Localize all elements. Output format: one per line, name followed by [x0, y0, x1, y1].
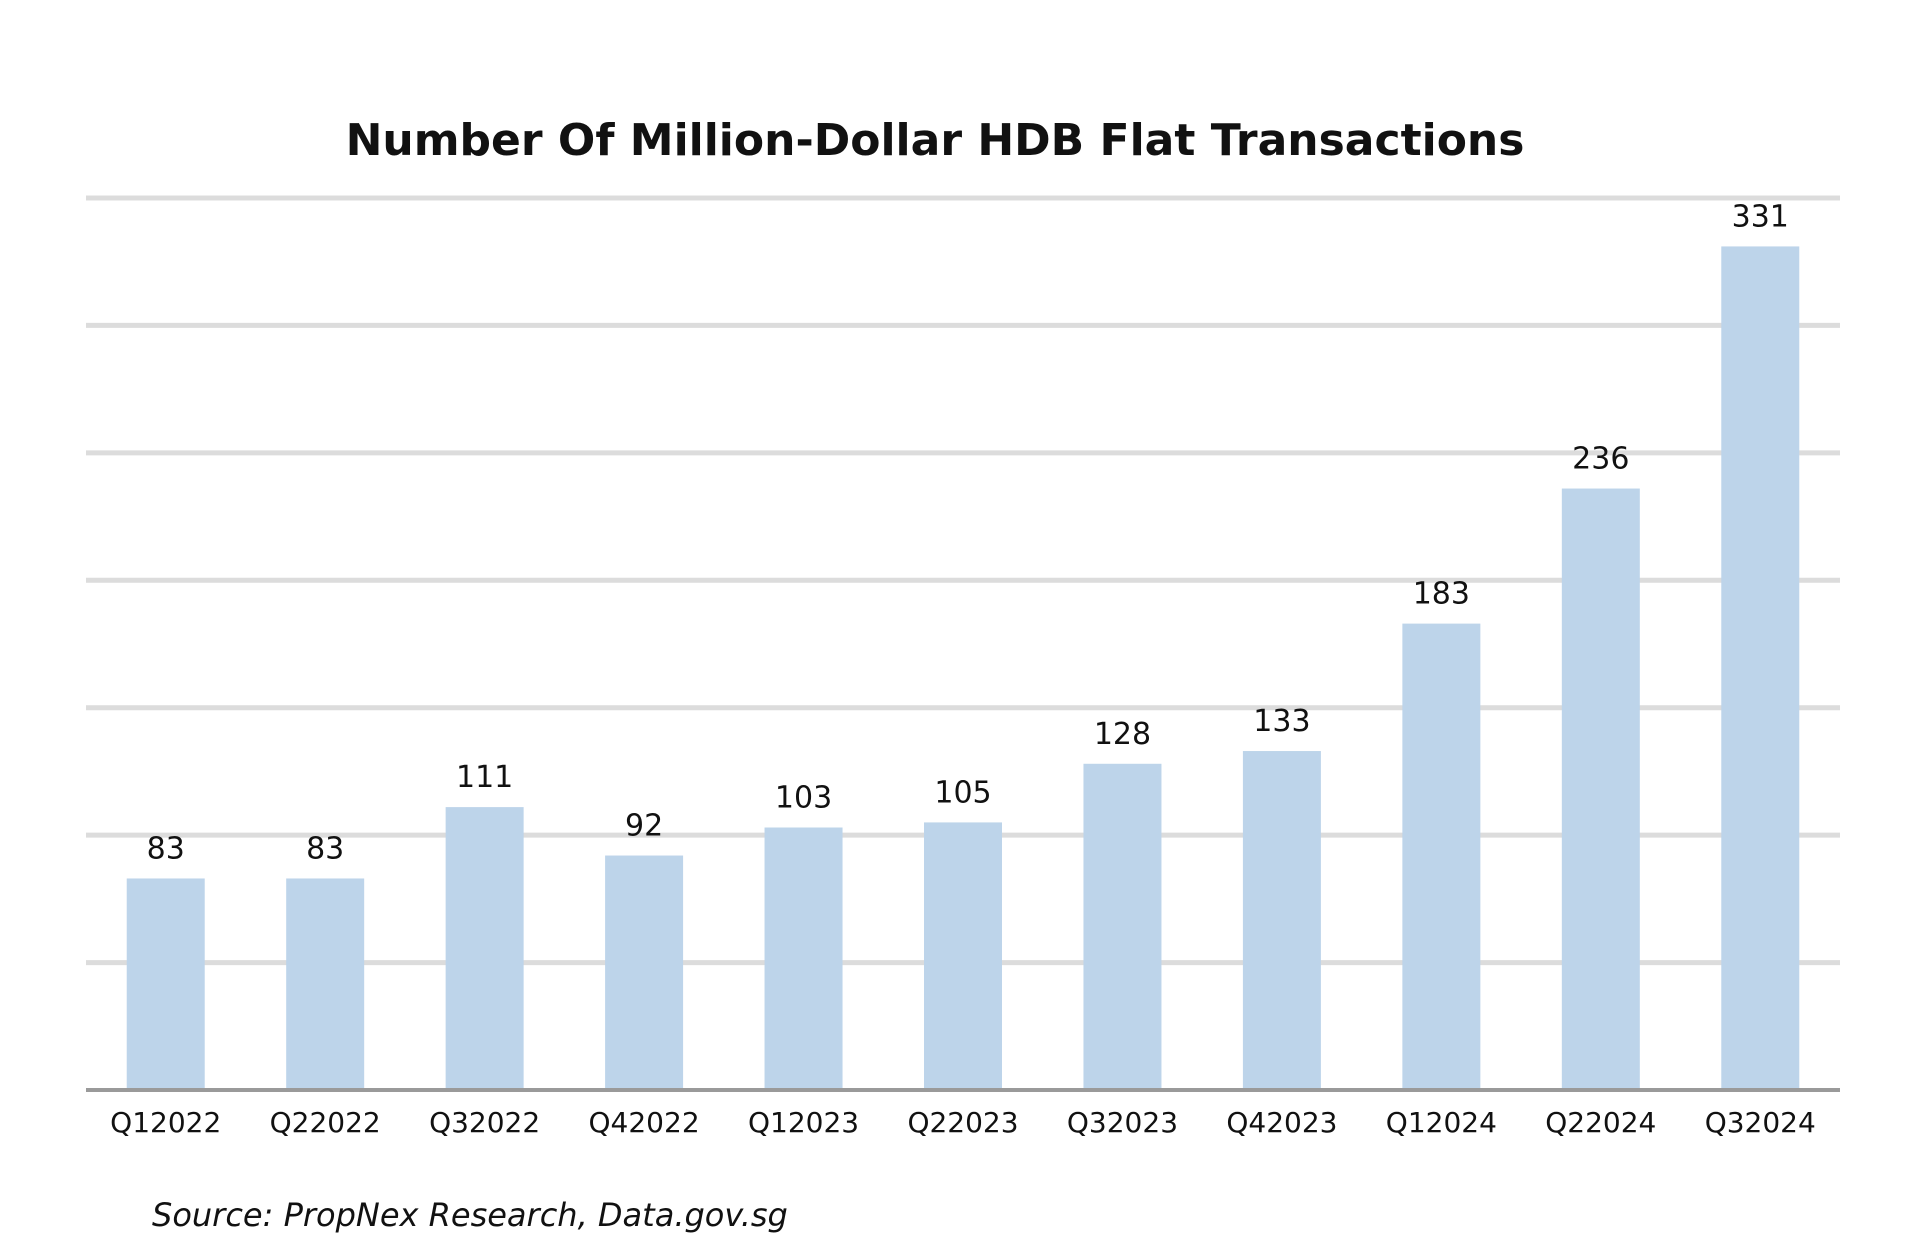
tick-label-q32022: Q32022 — [429, 1106, 540, 1139]
bar-q32022 — [445, 807, 524, 1090]
tick-label-q12023: Q12023 — [748, 1106, 859, 1139]
data-label-q22024: 236 — [1572, 442, 1629, 477]
data-label-q12024: 183 — [1413, 577, 1470, 612]
data-label-q32024: 331 — [1732, 199, 1789, 234]
bar-q12023 — [764, 827, 843, 1090]
data-label-q12022: 83 — [147, 831, 185, 866]
tick-label-q32023: Q32023 — [1067, 1106, 1178, 1139]
data-labels: 83 83 111 92 103 105 128 133 183 236 331 — [147, 199, 1789, 866]
source-note: Source: PropNex Research, Data.gov.sg — [152, 1196, 788, 1234]
tick-label-q22023: Q22023 — [907, 1106, 1018, 1139]
bars — [126, 246, 1800, 1091]
chart-title: Number Of Million-Dollar HDB Flat Transa… — [346, 115, 1525, 166]
bar-q22024 — [1561, 488, 1640, 1091]
tick-label-q12022: Q12022 — [110, 1106, 221, 1139]
bar-q12022 — [126, 878, 205, 1090]
tick-label-q22022: Q22022 — [270, 1106, 381, 1139]
x-axis-ticks: Q12022 Q22022 Q32022 Q42022 Q12023 Q22023 Q320… — [110, 1106, 1816, 1139]
gridlines — [86, 195, 1840, 966]
tick-label-q42022: Q42022 — [589, 1106, 700, 1139]
bar-q32023 — [1083, 763, 1162, 1090]
bar-q22022 — [286, 878, 365, 1090]
tick-label-q12024: Q12024 — [1386, 1106, 1497, 1139]
data-label-q22022: 83 — [306, 831, 344, 866]
tick-label-q42023: Q42023 — [1226, 1106, 1337, 1139]
bar-q42022 — [605, 855, 684, 1090]
data-label-q32022: 111 — [456, 760, 513, 795]
bar-q22023 — [924, 822, 1002, 1090]
bar-q12024 — [1402, 623, 1481, 1090]
data-label-q32023: 128 — [1094, 717, 1151, 752]
data-label-q22023: 105 — [934, 775, 991, 810]
tick-label-q32024: Q32024 — [1705, 1106, 1816, 1139]
data-label-q12023: 103 — [775, 780, 832, 815]
tick-label-q22024: Q22024 — [1545, 1106, 1656, 1139]
data-label-q42023: 133 — [1253, 704, 1310, 739]
data-label-q42022: 92 — [625, 809, 663, 844]
bar-q42023 — [1242, 751, 1321, 1090]
bar-q32024 — [1721, 246, 1800, 1090]
